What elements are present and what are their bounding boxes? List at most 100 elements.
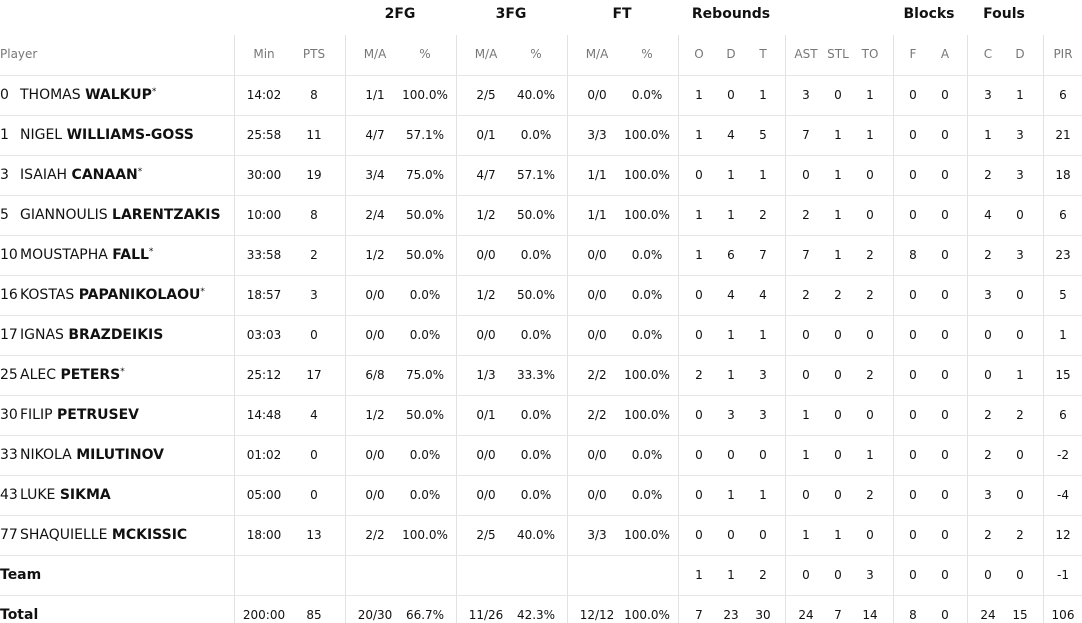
stat-cell: 1 bbox=[1059, 328, 1067, 342]
stat-cell: 8 bbox=[310, 88, 318, 102]
stat-cell: 6 bbox=[1059, 408, 1067, 422]
group-header: 2FG bbox=[384, 6, 416, 22]
stat-cell: 2 bbox=[866, 488, 874, 502]
column-header: TO bbox=[861, 47, 879, 61]
stat-cell: 1 bbox=[759, 88, 767, 102]
player-number: 1 bbox=[0, 127, 9, 143]
stat-cell: 2 bbox=[759, 208, 767, 222]
stat-cell: 50.0% bbox=[405, 248, 445, 262]
column-header: T bbox=[759, 47, 767, 61]
stat-cell: 13 bbox=[306, 528, 322, 542]
first-name: FILIP bbox=[20, 407, 53, 423]
column-separator bbox=[1043, 35, 1044, 623]
row-divider bbox=[0, 395, 1082, 396]
stat-cell: 3 bbox=[727, 408, 735, 422]
column-separator bbox=[456, 35, 457, 623]
row-divider bbox=[0, 315, 1082, 316]
stat-cell: 100.0% bbox=[402, 528, 448, 542]
starter-mark: * bbox=[148, 247, 154, 257]
stat-cell: 11 bbox=[306, 128, 322, 142]
stat-cell: 66.7% bbox=[405, 608, 445, 622]
stat-cell: 7 bbox=[802, 128, 810, 142]
stat-cell: 7 bbox=[834, 608, 842, 622]
player-name: 77 SHAQUIELLE MCKISSIC bbox=[0, 528, 187, 542]
player-name: 43 LUKE SIKMA bbox=[0, 488, 111, 502]
stat-cell: -2 bbox=[1057, 448, 1069, 462]
stat-cell: 100.0% bbox=[624, 368, 670, 382]
stat-cell: 0.0% bbox=[631, 288, 663, 302]
stat-cell: 0 bbox=[1016, 568, 1024, 582]
last-name: MCKISSIC bbox=[111, 527, 188, 543]
column-header: AST bbox=[794, 47, 818, 61]
stat-cell: 1/1 bbox=[365, 88, 385, 102]
last-name: FALL bbox=[112, 247, 149, 263]
stat-cell: 0 bbox=[909, 488, 917, 502]
stat-cell: 0/0 bbox=[587, 448, 607, 462]
stat-cell: 0 bbox=[941, 208, 949, 222]
last-name: PAPANIKOLAOU bbox=[78, 287, 201, 303]
stat-cell: 42.3% bbox=[516, 608, 556, 622]
column-header: F bbox=[909, 47, 917, 61]
stat-cell: 1 bbox=[759, 328, 767, 342]
stat-cell: 0 bbox=[866, 328, 874, 342]
stat-cell: 0/0 bbox=[476, 248, 496, 262]
stat-cell: 0 bbox=[984, 568, 992, 582]
stat-cell: 0 bbox=[1016, 328, 1024, 342]
stat-cell: 1 bbox=[727, 488, 735, 502]
stat-cell: 3 bbox=[984, 488, 992, 502]
stat-cell: 10:00 bbox=[246, 208, 282, 222]
stat-cell: 1/3 bbox=[476, 368, 496, 382]
stat-cell: 57.1% bbox=[405, 128, 445, 142]
column-header: D bbox=[1015, 47, 1025, 61]
stat-cell: 1 bbox=[727, 168, 735, 182]
player-name: 1 NIGEL WILLIAMS-GOSS bbox=[0, 128, 194, 142]
stat-cell: 14:48 bbox=[246, 408, 282, 422]
stat-cell: 0 bbox=[759, 528, 767, 542]
stat-cell: -1 bbox=[1057, 568, 1069, 582]
stat-cell: 23 bbox=[723, 608, 739, 622]
stat-cell: 0 bbox=[909, 208, 917, 222]
stat-cell: 0 bbox=[695, 328, 703, 342]
stat-cell: 0 bbox=[310, 328, 318, 342]
stat-cell: 40.0% bbox=[516, 88, 556, 102]
stat-cell: 0 bbox=[802, 568, 810, 582]
stat-cell: 1 bbox=[727, 328, 735, 342]
stat-cell: 0 bbox=[941, 368, 949, 382]
stat-cell: 0/0 bbox=[587, 88, 607, 102]
stat-cell: 0 bbox=[909, 168, 917, 182]
stat-cell: 3 bbox=[1016, 248, 1024, 262]
stat-cell: 0 bbox=[941, 448, 949, 462]
stat-cell: 0.0% bbox=[409, 328, 441, 342]
stat-cell: 0.0% bbox=[520, 448, 552, 462]
stat-cell: 100.0% bbox=[402, 88, 448, 102]
stat-cell: 0 bbox=[909, 368, 917, 382]
stat-cell: 0 bbox=[941, 488, 949, 502]
stat-cell: 0/1 bbox=[476, 408, 496, 422]
stat-cell: 0 bbox=[759, 448, 767, 462]
stat-cell: 0.0% bbox=[520, 248, 552, 262]
stat-cell: 2 bbox=[695, 368, 703, 382]
stat-cell: 17 bbox=[306, 368, 322, 382]
stat-cell: 0/0 bbox=[365, 448, 385, 462]
player-name: 30 FILIP PETRUSEV bbox=[0, 408, 139, 422]
stat-cell: 05:00 bbox=[246, 488, 282, 502]
stat-cell: 3/3 bbox=[587, 528, 607, 542]
stat-cell: 5 bbox=[1059, 288, 1067, 302]
starter-mark: * bbox=[137, 167, 143, 177]
team-label: Team bbox=[0, 567, 42, 583]
column-header: Player bbox=[0, 47, 38, 61]
column-header: M/A bbox=[363, 47, 387, 61]
stat-cell: 0 bbox=[695, 288, 703, 302]
stat-cell: 0 bbox=[1016, 208, 1024, 222]
stat-cell: 1 bbox=[695, 128, 703, 142]
stat-cell: 0 bbox=[1016, 288, 1024, 302]
stat-cell: 1 bbox=[834, 528, 842, 542]
last-name: PETERS bbox=[60, 367, 121, 383]
stat-cell: 0.0% bbox=[520, 328, 552, 342]
stat-cell: 0 bbox=[909, 288, 917, 302]
stat-cell: 100.0% bbox=[624, 128, 670, 142]
stat-cell: 1/1 bbox=[587, 208, 607, 222]
stat-cell: 2 bbox=[984, 248, 992, 262]
stat-cell: 2/4 bbox=[365, 208, 385, 222]
stat-cell: 0 bbox=[909, 568, 917, 582]
